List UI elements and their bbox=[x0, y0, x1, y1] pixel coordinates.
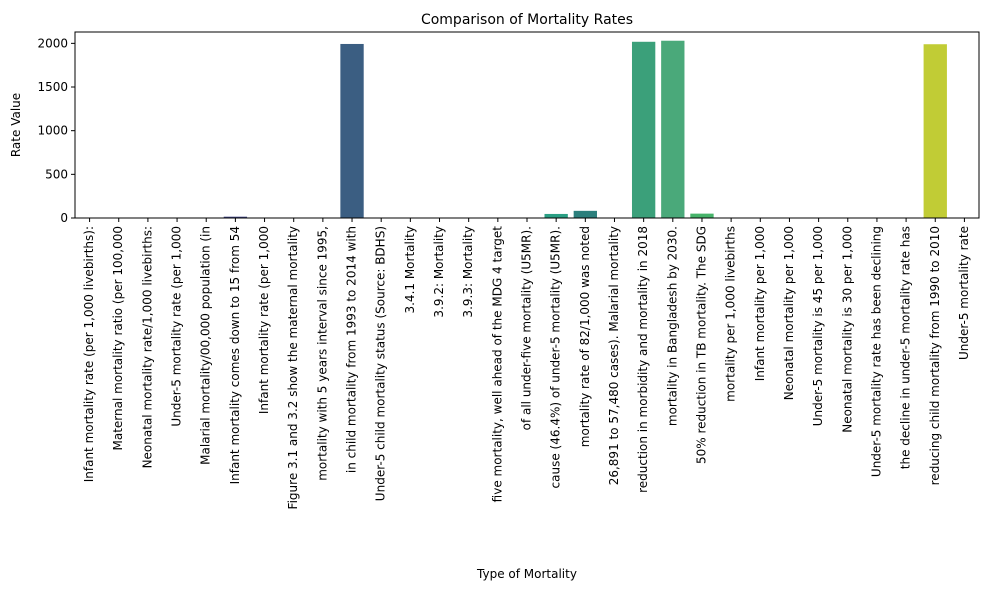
bars-group bbox=[223, 40, 947, 219]
x-tick-label: Under-5 mortality rate has been declinin… bbox=[869, 226, 883, 477]
x-tick-label: 3.9.2: Mortality bbox=[432, 226, 446, 318]
bar bbox=[544, 213, 568, 218]
x-tick-label: of all under-five mortality (U5MR). bbox=[520, 226, 534, 430]
y-axis-ticks: 0 500 1000 1500 2000 bbox=[37, 36, 75, 225]
y-tick-label: 1500 bbox=[37, 80, 68, 94]
x-tick-label: Neonatal mortality rate/1,000 livebirths… bbox=[140, 226, 154, 468]
x-tick-label: the decline in under-5 mortality rate ha… bbox=[899, 226, 913, 469]
x-tick-label: Under-5 child mortality status (Source: … bbox=[374, 226, 388, 501]
x-tick-label: in child mortality from 1993 to 2014 wit… bbox=[345, 226, 359, 473]
x-tick-label: Under-5 mortality rate bbox=[957, 226, 971, 360]
x-tick-label: Infant mortality per 1,000 bbox=[753, 226, 767, 381]
x-tick-label: 50% reduction in TB mortality. The SDG bbox=[694, 226, 708, 464]
x-axis-label: Type of Mortality bbox=[476, 567, 577, 581]
y-axis-label: Rate Value bbox=[9, 93, 23, 157]
x-tick-label: mortality per 1,000 livebirths bbox=[724, 226, 738, 402]
plot-frame bbox=[74, 31, 980, 219]
x-tick-label: Malarial mortality/00,000 population (in bbox=[199, 226, 213, 465]
x-tick-label: Maternal mortality ratio (per 100,000 bbox=[111, 226, 125, 450]
bar bbox=[690, 213, 714, 218]
y-tick-label: 500 bbox=[45, 167, 68, 181]
bar bbox=[661, 40, 685, 219]
x-tick-label: reduction in morbidity and mortality in … bbox=[636, 226, 650, 493]
y-tick-label: 0 bbox=[60, 211, 68, 225]
x-tick-label: Infant mortality rate (per 1,000 livebir… bbox=[82, 226, 96, 482]
chart-title: Comparison of Mortality Rates bbox=[421, 12, 633, 28]
x-tick-label: 26,891 to 57,480 cases). Malarial mortal… bbox=[607, 226, 621, 485]
x-tick-label: Neonatal mortality is 30 per 1,000 bbox=[840, 226, 854, 433]
bar bbox=[223, 216, 248, 218]
x-tick-label: Infant mortality comes down to 15 from 5… bbox=[228, 226, 242, 484]
x-tick-label: Neonatal mortality per 1,000 bbox=[782, 226, 796, 400]
x-tick-label: 3.9.3: Mortality bbox=[461, 226, 475, 318]
x-tick-label: Figure 3.1 and 3.2 show the maternal mor… bbox=[286, 226, 300, 509]
x-tick-label: 3.4.1 Mortality bbox=[403, 226, 417, 314]
y-tick-label: 2000 bbox=[37, 36, 68, 50]
bar bbox=[573, 210, 597, 218]
x-tick-label: cause (46.4%) of under-5 mortality (U5MR… bbox=[549, 226, 563, 488]
y-tick-label: 1000 bbox=[37, 124, 68, 138]
x-tick-label: Under-5 mortality rate (per 1,000 bbox=[170, 226, 184, 427]
x-tick-label: reducing child mortality from 1990 to 20… bbox=[928, 226, 942, 485]
x-tick-label: mortality with 5 years interval since 19… bbox=[315, 226, 329, 481]
x-tick-label: Infant mortality rate (per 1,000 bbox=[257, 226, 271, 414]
x-tick-label: Under-5 mortality is 45 per 1,000 bbox=[811, 226, 825, 426]
x-tick-label: five mortality, well ahead of the MDG 4 … bbox=[490, 226, 504, 503]
x-axis-ticks: Infant mortality rate (per 1,000 livebir… bbox=[82, 218, 971, 509]
x-tick-label: mortality in Bangladesh by 2030. bbox=[665, 226, 679, 426]
x-tick-label: mortality rate of 82/1,000 was noted bbox=[578, 226, 592, 447]
bar bbox=[923, 44, 947, 218]
bar bbox=[631, 41, 656, 219]
bar bbox=[340, 43, 364, 218]
